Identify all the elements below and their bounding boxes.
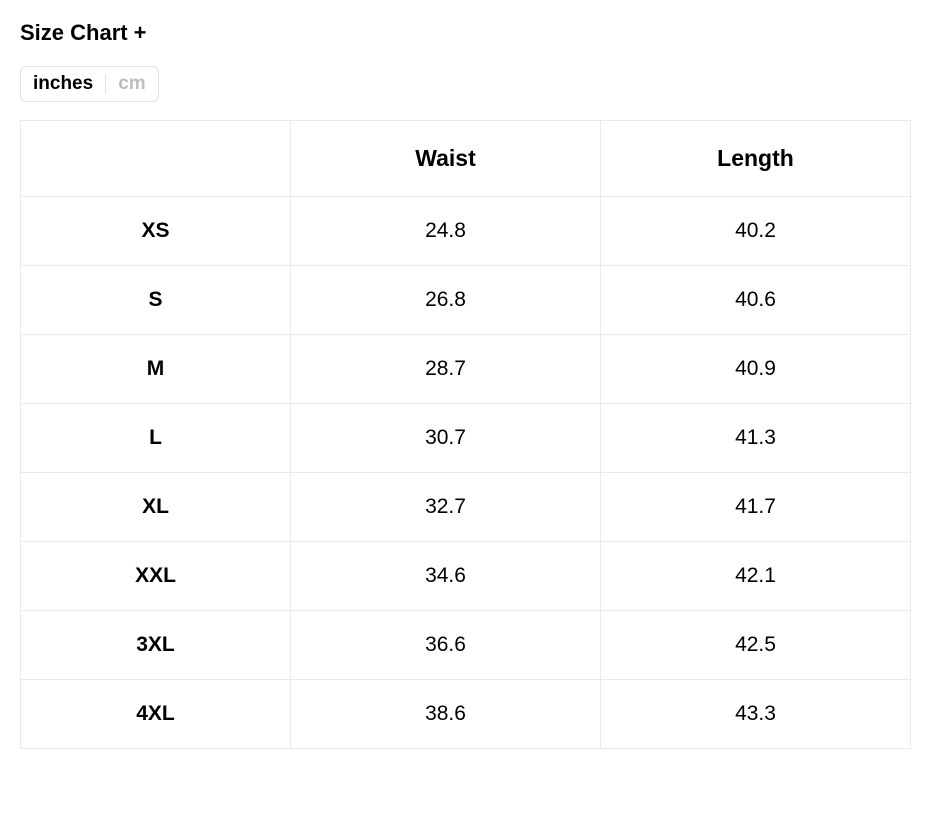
size-label: XS [21,197,291,266]
waist-value: 38.6 [291,680,601,749]
length-value: 40.2 [601,197,911,266]
size-label: 4XL [21,680,291,749]
table-header-length: Length [601,121,911,197]
size-label: L [21,404,291,473]
table-row: M 28.7 40.9 [21,335,911,404]
table-row: 4XL 38.6 43.3 [21,680,911,749]
size-label: M [21,335,291,404]
waist-value: 32.7 [291,473,601,542]
length-value: 40.9 [601,335,911,404]
unit-option-cm[interactable]: cm [118,73,145,95]
expand-icon: + [134,22,147,44]
unit-divider [105,74,106,94]
size-label: 3XL [21,611,291,680]
table-header-row: Waist Length [21,121,911,197]
size-label: S [21,266,291,335]
waist-value: 30.7 [291,404,601,473]
waist-value: 36.6 [291,611,601,680]
table-row: S 26.8 40.6 [21,266,911,335]
table-row: 3XL 36.6 42.5 [21,611,911,680]
waist-value: 24.8 [291,197,601,266]
length-value: 42.5 [601,611,911,680]
size-chart-title: Size Chart [20,20,128,46]
table-row: XL 32.7 41.7 [21,473,911,542]
length-value: 41.3 [601,404,911,473]
length-value: 43.3 [601,680,911,749]
unit-toggle: inches cm [20,66,159,102]
length-value: 40.6 [601,266,911,335]
size-chart-table: Waist Length XS 24.8 40.2 S 26.8 40.6 M … [20,120,911,749]
length-value: 41.7 [601,473,911,542]
size-chart-title-row[interactable]: Size Chart + [20,20,910,46]
table-row: XXL 34.6 42.1 [21,542,911,611]
length-value: 42.1 [601,542,911,611]
size-label: XXL [21,542,291,611]
unit-option-inches[interactable]: inches [33,73,93,95]
waist-value: 28.7 [291,335,601,404]
table-row: L 30.7 41.3 [21,404,911,473]
table-header-waist: Waist [291,121,601,197]
size-label: XL [21,473,291,542]
waist-value: 26.8 [291,266,601,335]
waist-value: 34.6 [291,542,601,611]
table-row: XS 24.8 40.2 [21,197,911,266]
table-header-empty [21,121,291,197]
